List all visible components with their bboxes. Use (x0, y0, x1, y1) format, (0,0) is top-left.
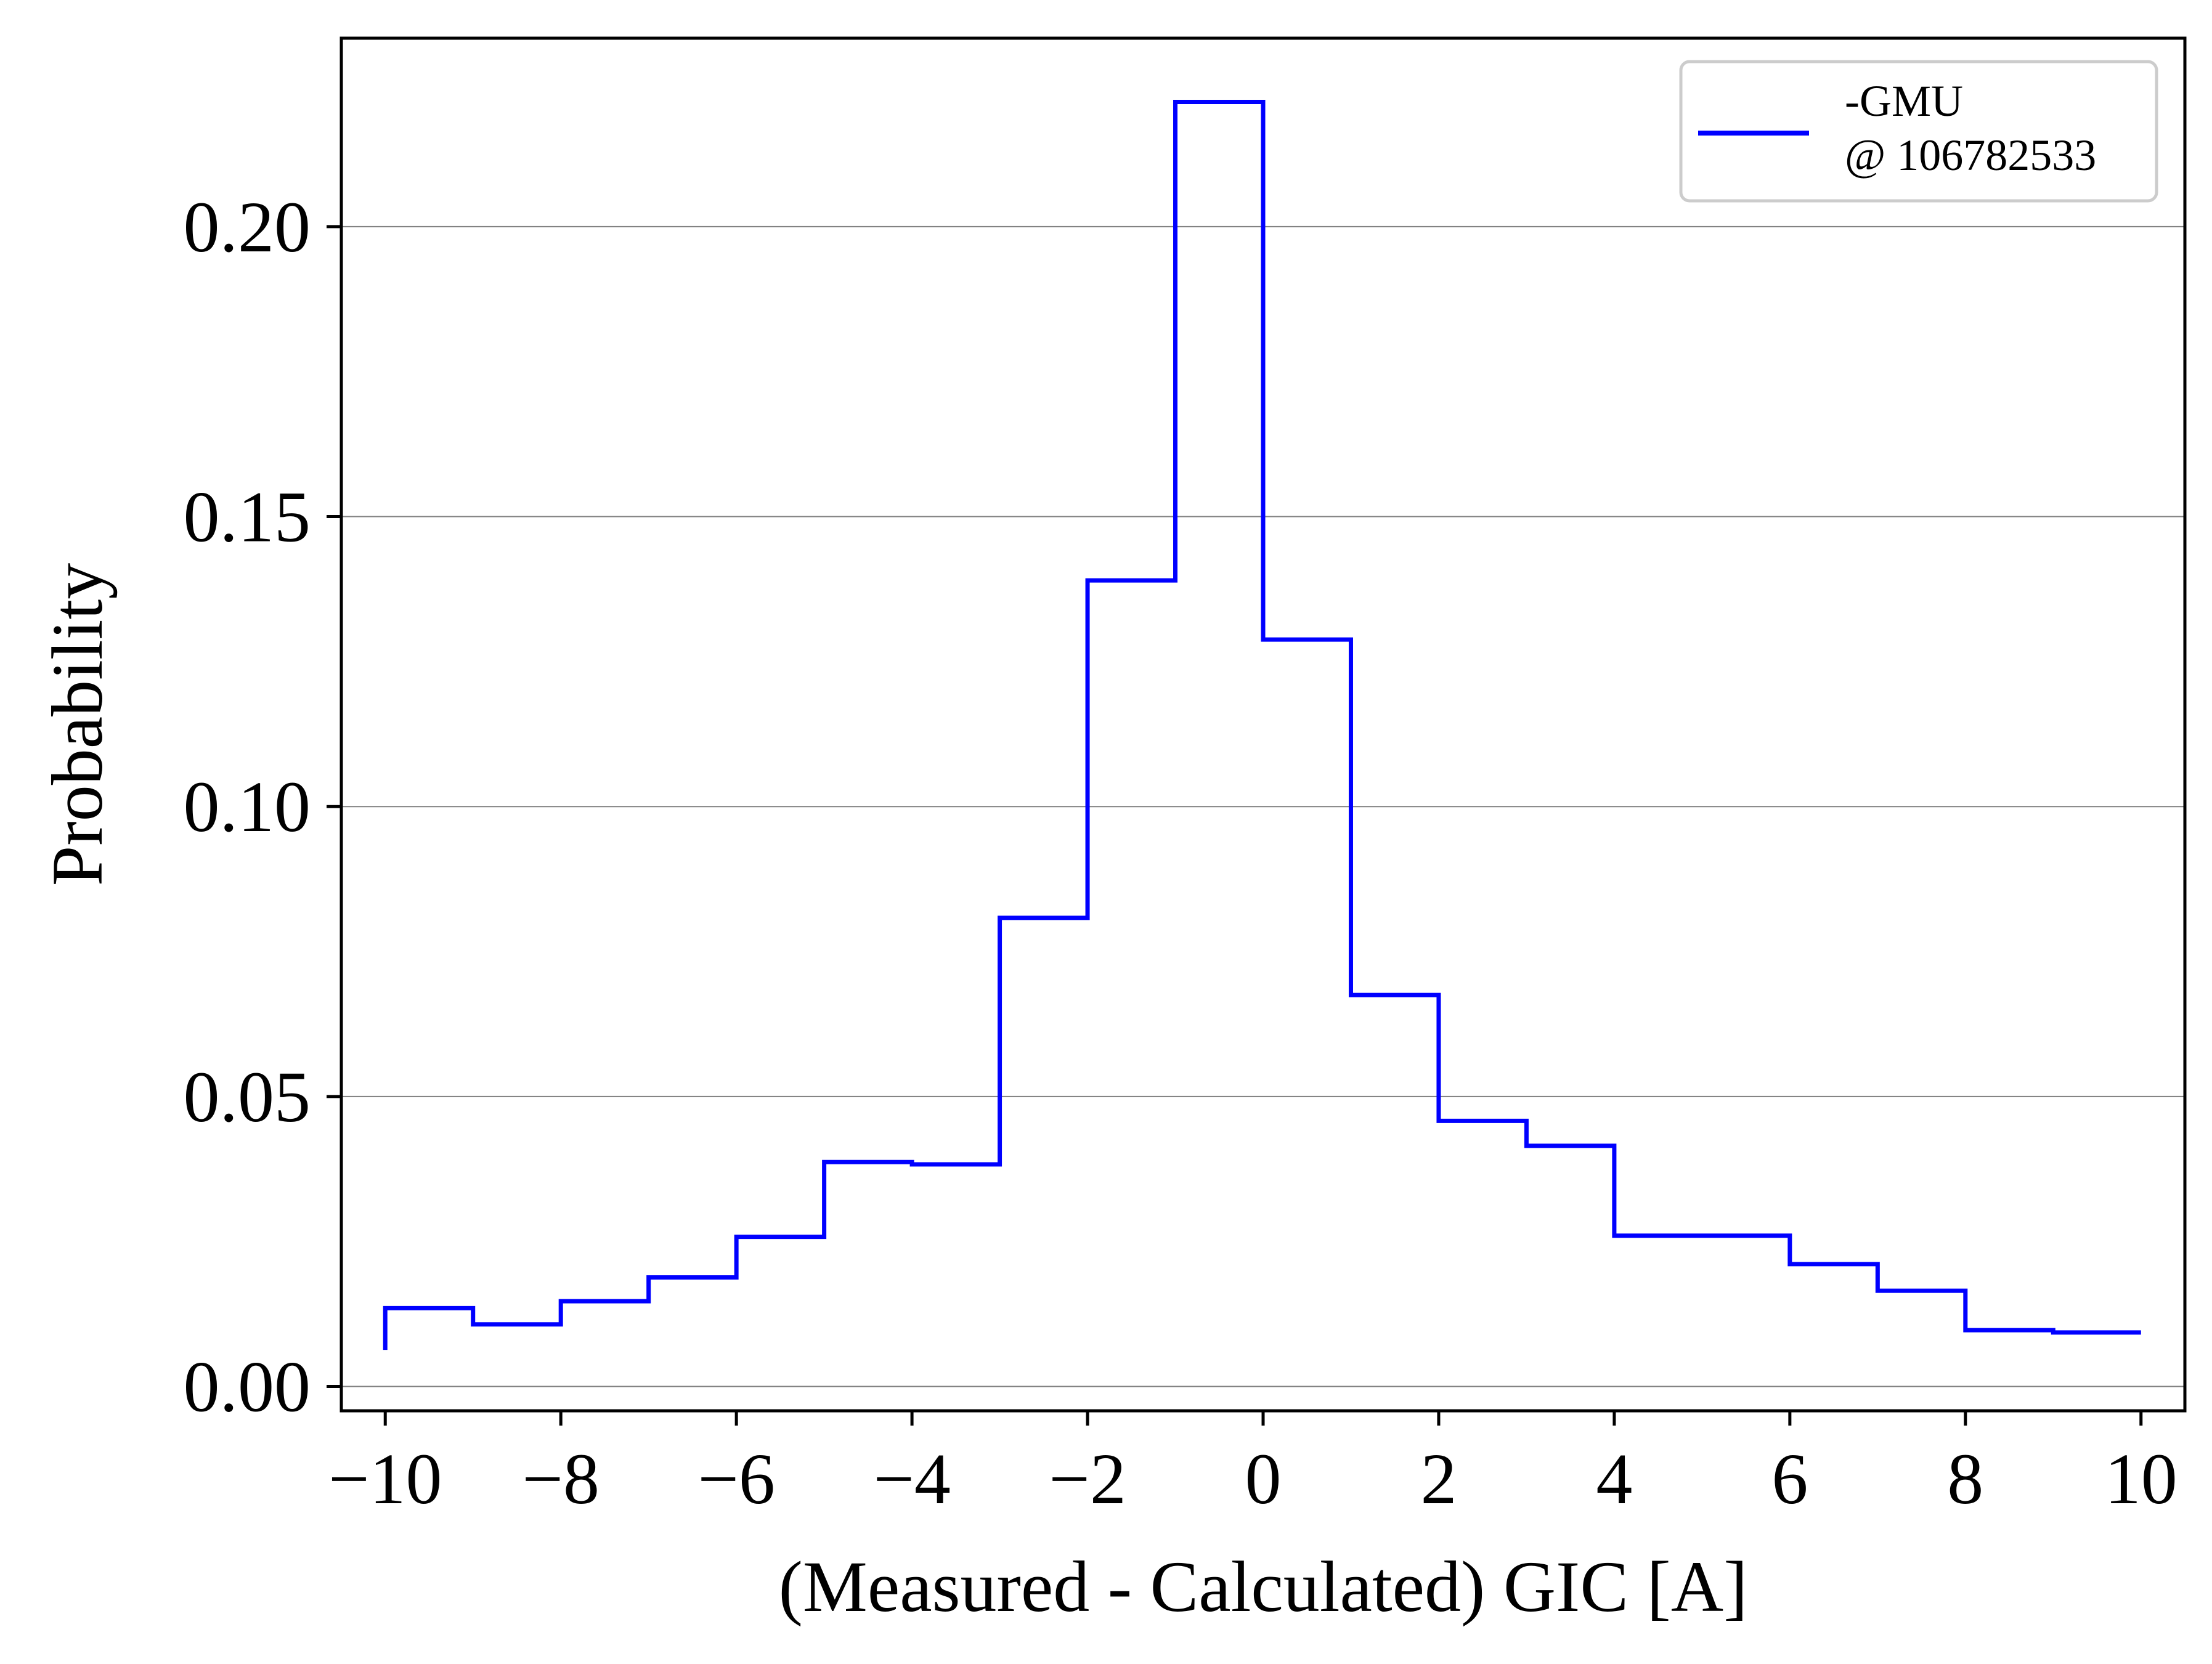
series (383, 100, 2141, 1350)
x-tick-label: −10 (328, 1439, 442, 1519)
x-tick-label: 0 (1245, 1439, 1282, 1519)
x-tick-label: −4 (873, 1439, 951, 1519)
y-tick-label: 0.05 (184, 1057, 311, 1137)
x-axis: −10 −8 −6 −4 −2 0 2 4 6 8 10 (328, 1411, 2177, 1519)
legend: -GMU @ 106782533 (1679, 60, 2158, 203)
x-tick-label: 8 (1947, 1439, 1983, 1519)
histogram-step-line (383, 100, 2141, 1350)
legend-label-line-2: @ 106782533 (1845, 131, 2096, 180)
x-tick-label: 2 (1420, 1439, 1457, 1519)
y-axis: 0.00 0.05 0.10 0.15 0.20 (184, 187, 341, 1427)
legend-box (1679, 60, 2158, 203)
y-tick-label: 0.20 (184, 187, 311, 267)
x-tick-label: 10 (2105, 1439, 2177, 1519)
x-tick-label: 4 (1596, 1439, 1632, 1519)
x-tick-label: −8 (522, 1439, 600, 1519)
y-tick-label: 0.15 (184, 477, 311, 558)
x-tick-label: −2 (1049, 1439, 1126, 1519)
y-tick-label: 0.10 (184, 766, 311, 847)
x-tick-label: 6 (1771, 1439, 1808, 1519)
legend-label-line-1: -GMU (1845, 76, 1963, 126)
x-tick-label: −6 (697, 1439, 775, 1519)
y-axis-label: Probability (37, 563, 118, 886)
y-tick-label: 0.00 (184, 1346, 311, 1427)
x-axis-label: (Measured - Calculated) GIC [A] (779, 1546, 1748, 1627)
